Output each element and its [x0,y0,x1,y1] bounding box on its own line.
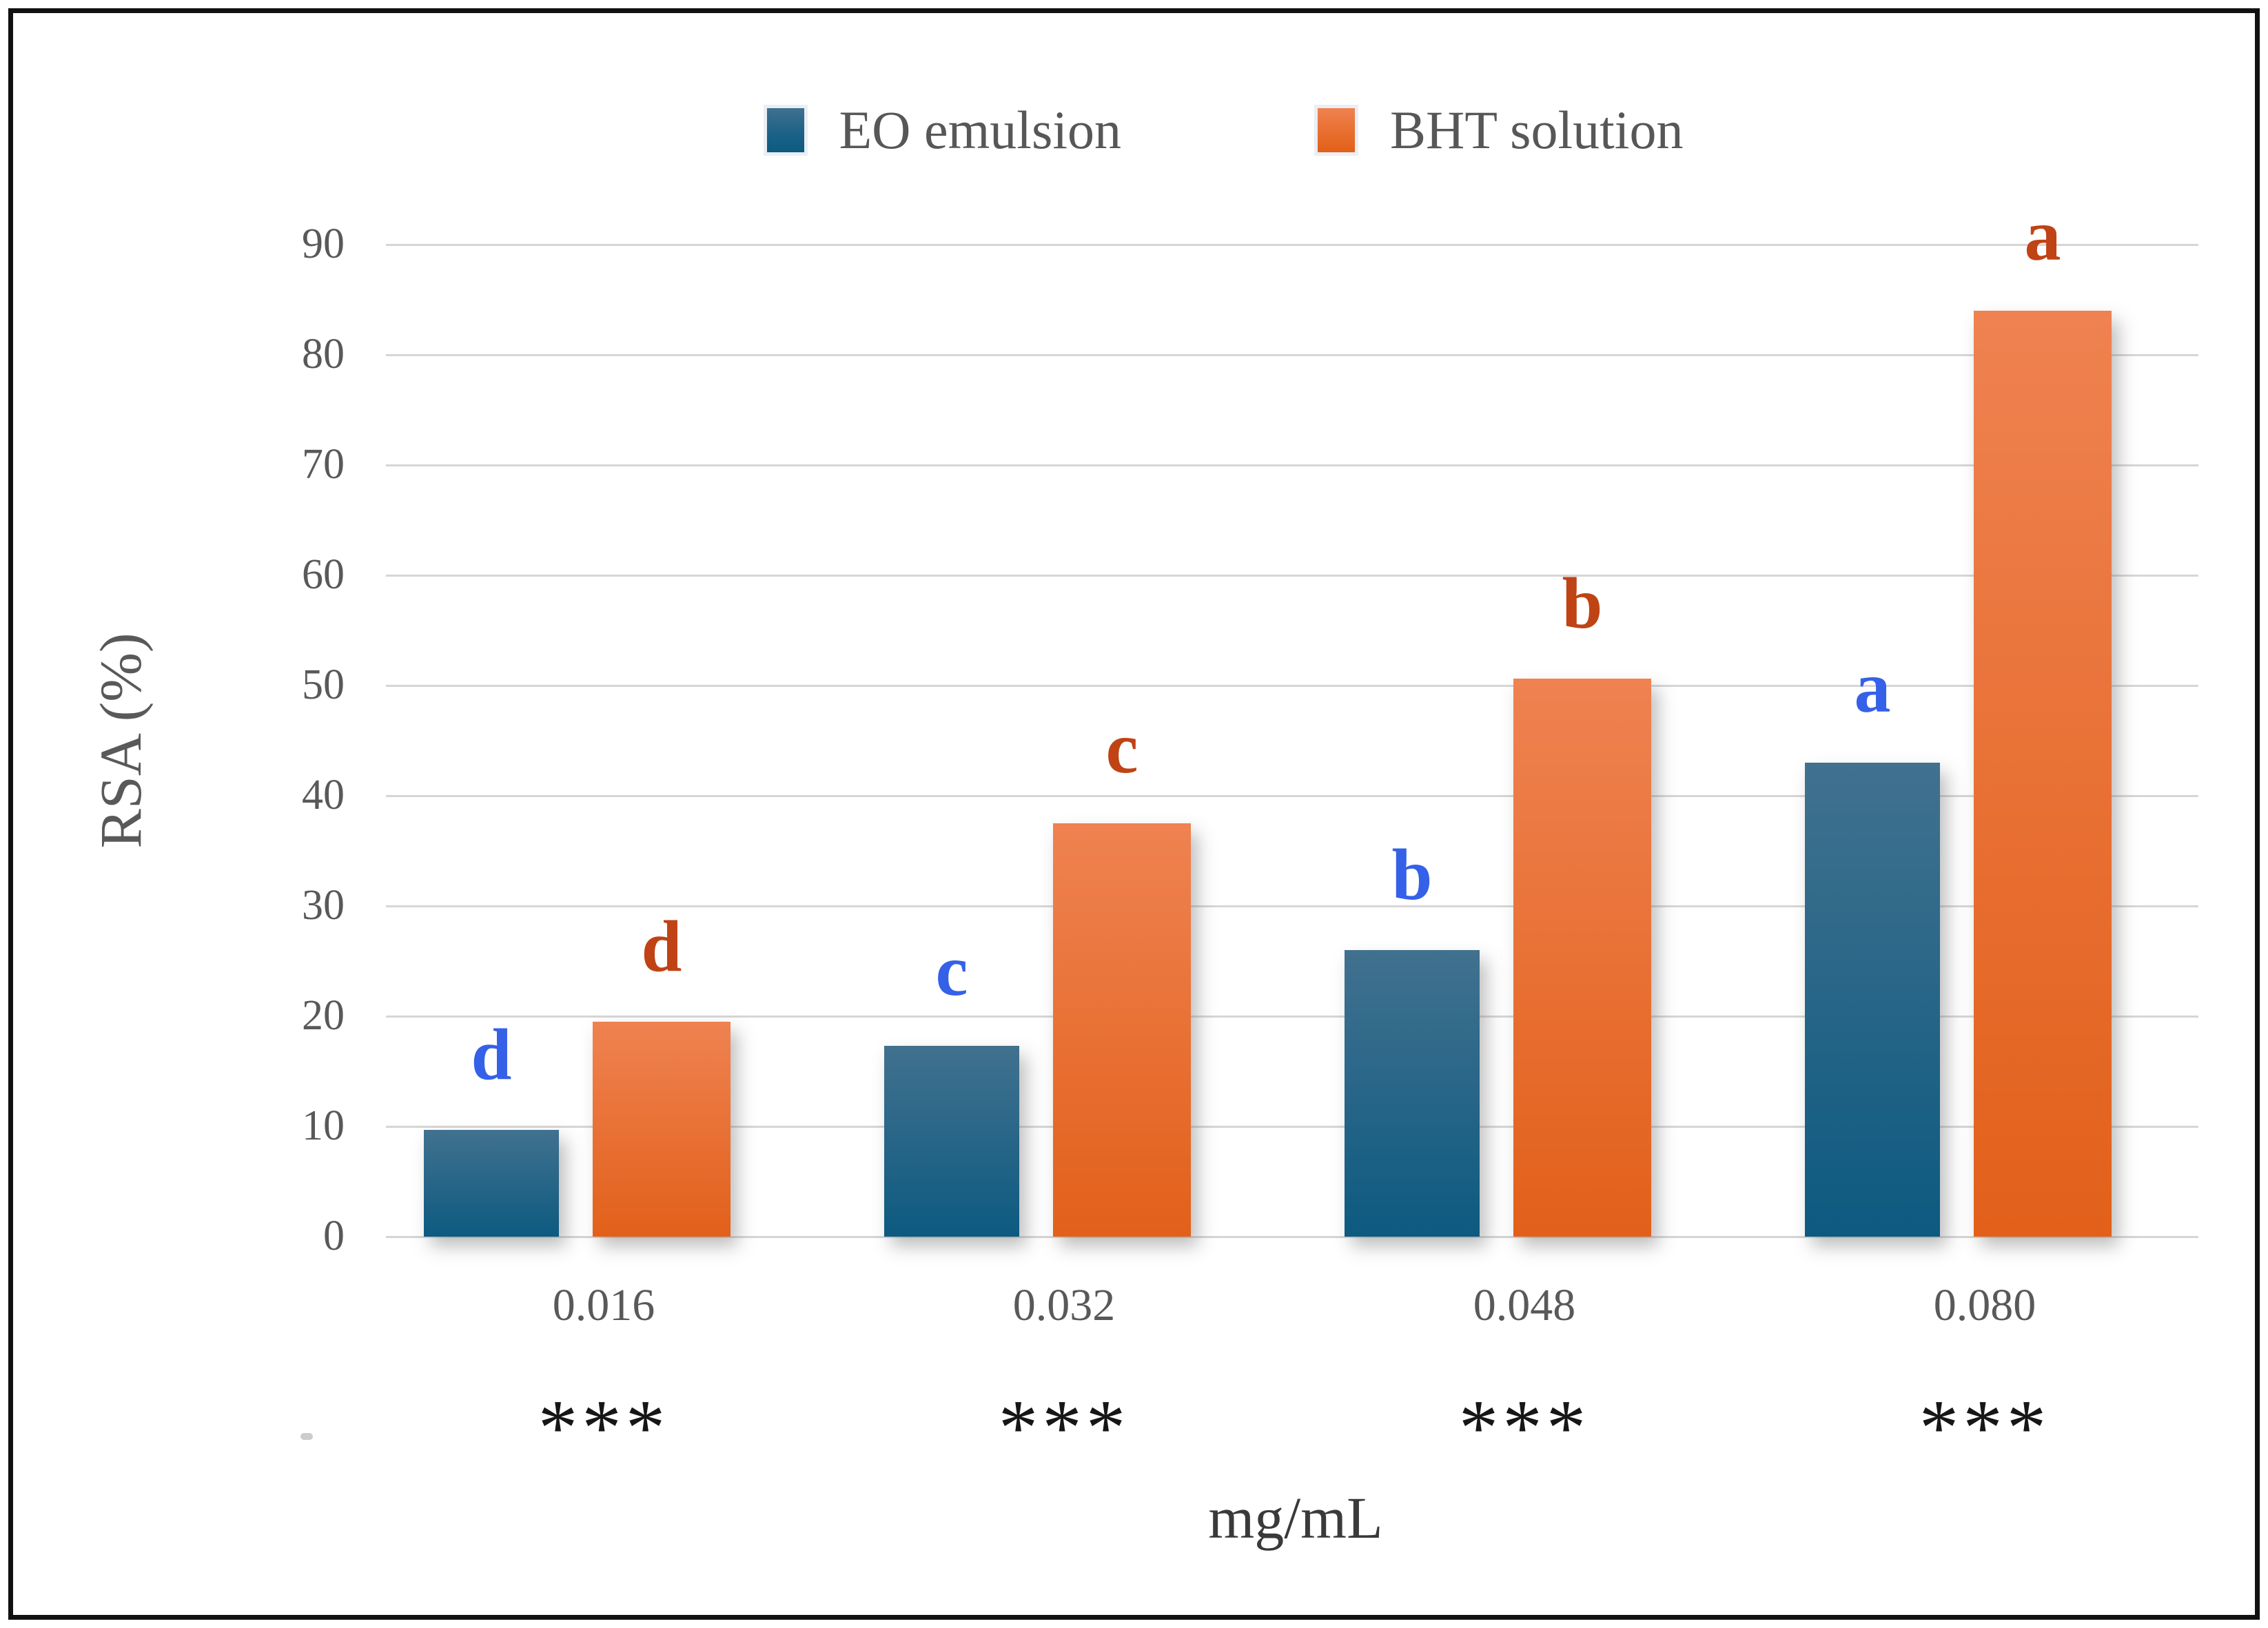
y-tick-label-30: 30 [302,882,345,929]
bar-eo-0.080 [1805,763,1940,1237]
y-tick-label-0: 0 [323,1213,345,1259]
legend: EO emulsion BHT solution [317,103,2129,157]
grid-line-50 [386,684,2198,687]
x-category-label-0.080: 0.080 [1933,1280,2036,1330]
grid-line-30 [386,905,2198,907]
y-tick-label-60: 60 [302,551,345,598]
x-category-label-0.032: 0.032 [1012,1280,1116,1330]
bar-bht-0.032 [1053,823,1191,1237]
bar-eo-0.032 [884,1046,1019,1237]
significance-letter-bht-0.048: b [1562,563,1603,644]
figure-border [8,8,2260,1620]
significance-letter-eo-0.032: c [935,930,968,1011]
significance-stars-0.048: *** [1458,1384,1591,1472]
y-tick-label-40: 40 [302,772,345,818]
grid-line-40 [386,794,2198,797]
bar-bht-0.048 [1513,679,1651,1237]
significance-letter-eo-0.048: b [1391,834,1433,915]
significance-letter-bht-0.016: d [641,906,682,987]
grid-line-70 [386,464,2198,466]
bar-eo-0.048 [1345,950,1480,1237]
significance-letter-eo-0.080: a [1854,647,1891,728]
legend-swatch-eo-icon [763,105,808,156]
grid-line-10 [386,1125,2198,1128]
bar-eo-0.016 [424,1129,559,1237]
y-tick-label-90: 90 [302,220,345,267]
y-axis-title: RSA (%) [88,632,154,849]
grid-line-0 [386,1235,2198,1238]
legend-swatch-bht-icon [1314,105,1358,156]
legend-label-eo: EO emulsion [839,100,1121,160]
significance-stars-0.016: *** [538,1384,670,1472]
bar-bht-0.016 [593,1022,731,1237]
legend-label-bht: BHT solution [1390,100,1684,160]
x-category-label-0.048: 0.048 [1473,1280,1576,1330]
x-category-label-0.016: 0.016 [552,1280,655,1330]
significance-letter-eo-0.016: d [471,1013,512,1095]
significance-stars-0.080: *** [1919,1384,2051,1472]
y-tick-label-10: 10 [302,1102,345,1149]
significance-stars-0.032: *** [998,1384,1130,1472]
y-tick-label-80: 80 [302,331,345,378]
grid-line-90 [386,243,2198,246]
stray-dot [300,1433,313,1440]
grid-line-20 [386,1015,2198,1018]
x-axis-title: mg/mL [1208,1485,1383,1551]
y-tick-label-50: 50 [302,661,345,708]
y-tick-label-20: 20 [302,992,345,1039]
significance-letter-bht-0.032: c [1105,708,1138,788]
bar-bht-0.080 [1974,311,2112,1237]
significance-letter-bht-0.080: a [2024,195,2061,276]
y-tick-label-70: 70 [302,441,345,488]
grid-line-80 [386,353,2198,356]
grid-line-60 [386,574,2198,577]
legend-item-bht-solution: BHT solution [1314,103,1683,157]
legend-item-eo-emulsion: EO emulsion [763,100,1121,160]
